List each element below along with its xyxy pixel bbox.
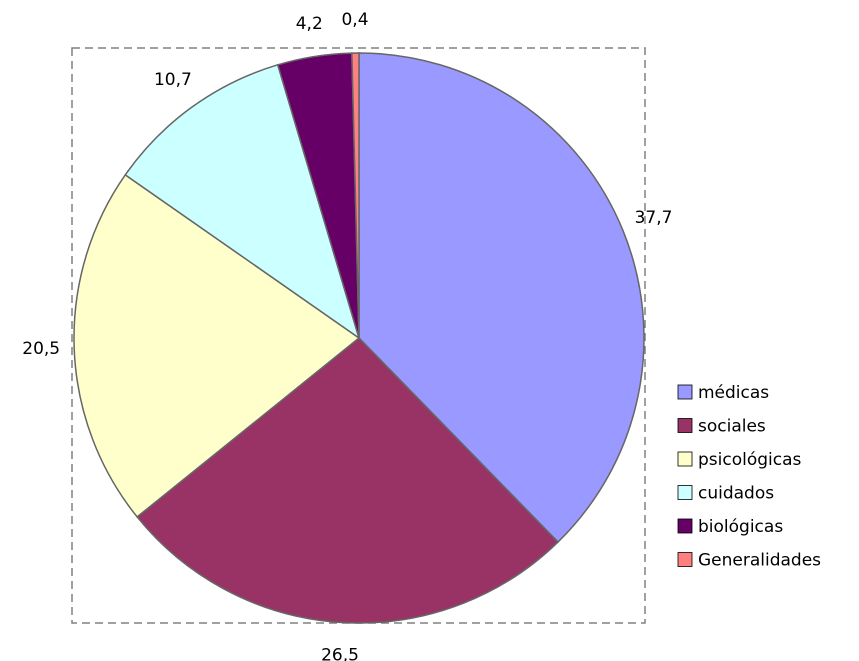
legend-swatch: [677, 518, 693, 534]
legend-label: cuidados: [698, 484, 774, 504]
data-label: 0,4: [341, 10, 368, 30]
legend-swatch: [677, 552, 693, 567]
legend-label: sociales: [698, 417, 766, 437]
legend-swatch: [677, 451, 693, 467]
data-label: 37,7: [635, 208, 673, 228]
legend-swatch: [677, 418, 693, 433]
pie-slice: [136, 336, 560, 624]
pie-slice: [124, 63, 361, 340]
data-label: 26,5: [321, 645, 359, 661]
data-label: 20,5: [22, 339, 60, 359]
legend-swatch: [677, 485, 693, 500]
legend-swatch: [677, 384, 693, 400]
legend-label: Generalidades: [698, 551, 821, 571]
pie-slice: [358, 52, 645, 544]
legend-label: psicológicas: [698, 450, 802, 470]
data-label: 4,2: [296, 14, 323, 34]
pie-slice: [73, 173, 361, 518]
data-label: 10,7: [154, 70, 192, 90]
legend-label: biológicas: [698, 517, 783, 537]
legend-label: médicas: [698, 383, 769, 403]
pie-slice: [351, 52, 360, 339]
